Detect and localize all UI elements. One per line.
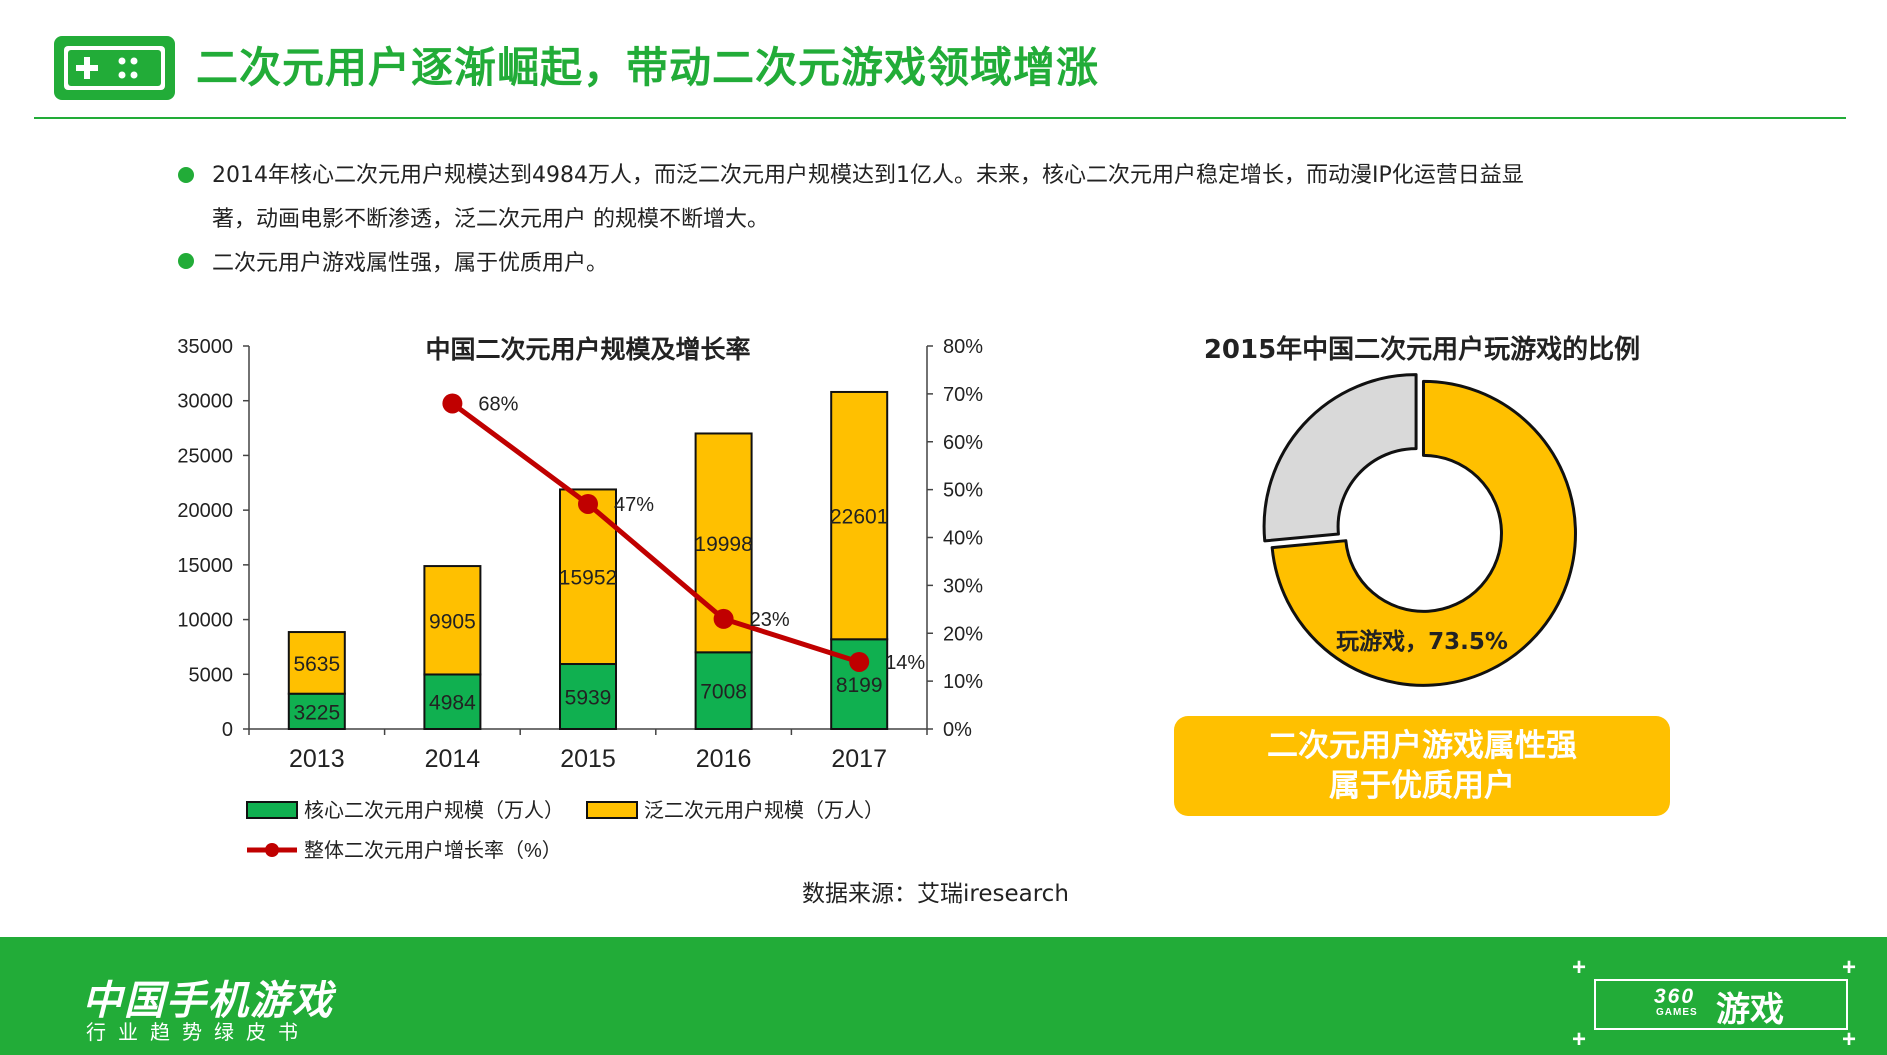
y-right-tick-label: 10% [943, 671, 983, 693]
y-right-tick-label: 60% [943, 432, 983, 454]
donut-slice-other [1262, 373, 1418, 543]
footer-subtitle: 行业趋势绿皮书 [86, 1020, 310, 1044]
donut-slice-label: 玩游戏，73.5% [1336, 628, 1508, 655]
growth-rate-label: 23% [750, 609, 790, 631]
pan-user-value-label: 19998 [694, 533, 752, 556]
growth-rate-label: 14% [885, 652, 925, 674]
core-user-bar [287, 692, 346, 731]
plus-decoration-icon: + [1842, 954, 1857, 981]
pan-user-value-label: 15952 [559, 567, 617, 590]
pan-user-bar [830, 390, 889, 641]
y-left-tick-label: 20000 [177, 500, 233, 522]
donut-slice-gaming [1270, 379, 1577, 687]
user-scale-chart: 中国二次元用户规模及增长率 0 5000 10000 15000 20000 25000 30… [177, 335, 983, 862]
header-divider [34, 117, 1846, 119]
bullet-2-line-1: 二次元用户游戏属性强，属于优质用户。 [212, 251, 609, 276]
plus-decoration-icon: + [1842, 1026, 1857, 1053]
footer-band [0, 937, 1887, 1055]
y-right-tick-label: 50% [943, 480, 983, 502]
pan-user-value-label: 9905 [429, 610, 476, 633]
legend-core-swatch [246, 801, 298, 819]
growth-rate-label: 47% [614, 494, 654, 516]
y-right-tick-label: 80% [943, 336, 983, 358]
donut-title: 2015年中国二次元用户玩游戏的比例 [1204, 334, 1640, 365]
core-user-value-label: 7008 [700, 681, 747, 704]
y-right-tick-label: 30% [943, 575, 983, 597]
footer-logo-text: 游戏 [1716, 990, 1784, 1030]
y-left-tick-label: 15000 [177, 555, 233, 577]
pan-user-bar [559, 488, 617, 666]
growth-rate-point [442, 393, 463, 414]
x-tick-label: 2013 [289, 745, 345, 773]
pan-user-bar [287, 631, 346, 695]
growth-rate-line [450, 401, 860, 665]
x-tick-label: 2014 [425, 745, 481, 773]
x-tick-label: 2016 [696, 745, 752, 773]
growth-rate-point [578, 493, 598, 514]
legend-pan-label: 泛二次元用户规模（万人） [644, 799, 884, 822]
legend-rate-label: 整体二次元用户增长率（%） [304, 839, 562, 862]
core-user-value-label: 8199 [836, 674, 883, 697]
chart-title: 中国二次元用户规模及增长率 [425, 335, 750, 364]
pan-user-value-label: 5635 [293, 653, 340, 676]
bullet-marker [178, 167, 194, 183]
plus-decoration-icon: + [1572, 1026, 1587, 1053]
legend-pan-swatch [586, 801, 638, 819]
y-left-tick-label: 30000 [177, 391, 233, 413]
core-user-value-label: 5939 [565, 687, 612, 710]
y-left-tick-label: 10000 [177, 610, 233, 632]
footer-logo-games: GAMES [1656, 1007, 1698, 1018]
core-user-value-label: 3225 [293, 701, 340, 724]
page-title: 二次元用户逐渐崛起，带动二次元游戏领域增涨 [196, 43, 1100, 92]
footer-logo-frame [1594, 979, 1848, 1030]
y-left-tick-label: 25000 [177, 445, 233, 467]
legend-rate-marker [265, 843, 279, 857]
growth-rate-label: 68% [478, 393, 518, 415]
y-left-tick-label: 0 [222, 719, 233, 741]
bullet-1-line-2: 著，动画电影不断渗透，泛二次元用户 的规模不断增大。 [212, 207, 769, 232]
plus-decoration-icon: + [1572, 954, 1587, 981]
highlight-line-2: 属于优质用户 [1329, 768, 1515, 804]
y-right-tick-label: 40% [943, 528, 983, 550]
highlight-line-1: 二次元用户游戏属性强 [1267, 728, 1577, 764]
highlight-callout: 二次元用户游戏属性强 属于优质用户 [1174, 716, 1670, 816]
x-tick-label: 2017 [831, 745, 887, 773]
bullet-marker [178, 253, 194, 269]
core-user-bar [694, 651, 753, 731]
core-user-value-label: 4984 [429, 692, 476, 715]
legend-core-label: 核心二次元用户规模（万人） [304, 799, 564, 822]
growth-rate-point [849, 651, 870, 672]
x-tick-label: 2015 [560, 745, 616, 773]
footer-title: 中国手机游戏 [82, 978, 334, 1024]
pan-user-value-label: 22601 [830, 506, 888, 529]
gamepad-icon [54, 36, 175, 100]
y-right-tick-label: 20% [943, 623, 983, 645]
growth-rate-point [713, 608, 734, 629]
y-left-tick-label: 35000 [177, 336, 233, 358]
bullet-1-line-1: 2014年核心二次元用户规模达到4984万人，而泛二次元用户规模达到1亿人。未来… [212, 163, 1524, 188]
footer-logo-number: 360 [1654, 985, 1696, 1008]
y-left-tick-label: 5000 [189, 664, 234, 686]
y-right-tick-label: 70% [943, 384, 983, 406]
pan-user-bar [423, 565, 482, 676]
data-source-note: 数据来源：艾瑞iresearch [802, 881, 1069, 907]
y-right-tick-label: 0% [943, 719, 972, 741]
